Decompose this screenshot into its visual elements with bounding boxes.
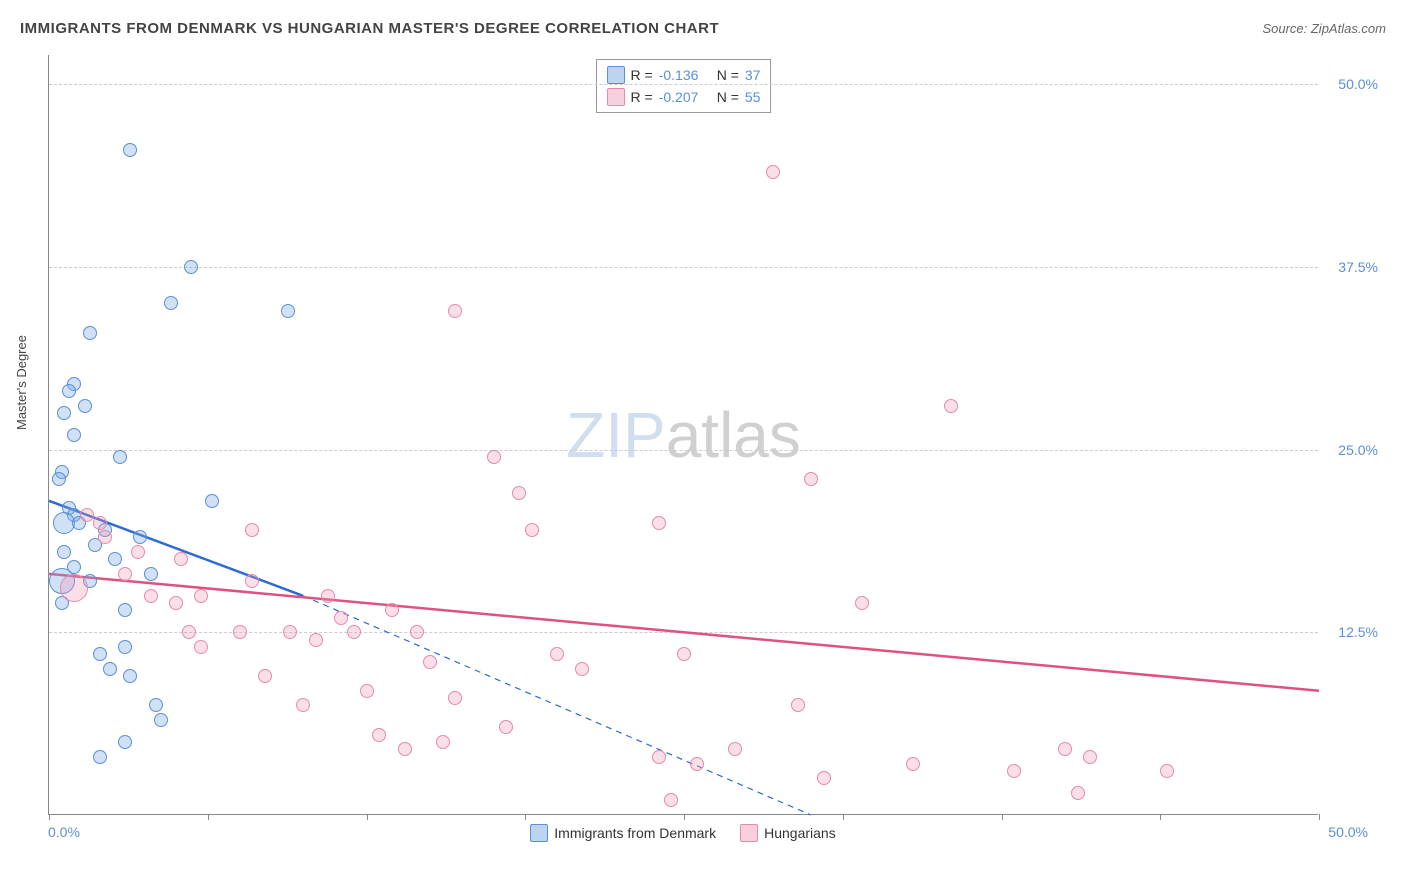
data-point-hungarians <box>677 647 691 661</box>
y-tick-label: 25.0% <box>1338 442 1378 458</box>
data-point-hungarians <box>436 735 450 749</box>
data-point-hungarians <box>1007 764 1021 778</box>
data-point-denmark <box>78 399 92 413</box>
data-point-denmark <box>62 384 76 398</box>
data-point-hungarians <box>944 399 958 413</box>
data-point-denmark <box>123 669 137 683</box>
data-point-denmark <box>281 304 295 318</box>
data-point-hungarians <box>525 523 539 537</box>
data-point-hungarians <box>258 669 272 683</box>
data-point-hungarians <box>499 720 513 734</box>
data-point-hungarians <box>804 472 818 486</box>
data-point-hungarians <box>1071 786 1085 800</box>
data-point-hungarians <box>283 625 297 639</box>
data-point-denmark <box>133 530 147 544</box>
data-point-hungarians <box>410 625 424 639</box>
data-point-denmark <box>205 494 219 508</box>
data-point-hungarians <box>309 633 323 647</box>
data-point-hungarians <box>1160 764 1174 778</box>
data-point-hungarians <box>423 655 437 669</box>
data-point-denmark <box>57 545 71 559</box>
data-point-hungarians <box>144 589 158 603</box>
data-point-hungarians <box>575 662 589 676</box>
data-point-denmark <box>108 552 122 566</box>
data-point-denmark <box>83 326 97 340</box>
data-point-denmark <box>154 713 168 727</box>
data-point-hungarians <box>93 516 107 530</box>
data-point-denmark <box>93 647 107 661</box>
y-axis-title: Master's Degree <box>14 335 29 430</box>
data-point-denmark <box>67 428 81 442</box>
data-point-denmark <box>118 640 132 654</box>
data-point-denmark <box>123 143 137 157</box>
legend-label: Hungarians <box>764 825 836 841</box>
data-point-hungarians <box>448 304 462 318</box>
data-point-hungarians <box>398 742 412 756</box>
data-point-denmark <box>164 296 178 310</box>
data-point-hungarians <box>296 698 310 712</box>
data-point-denmark <box>52 472 66 486</box>
data-point-hungarians <box>1058 742 1072 756</box>
data-point-denmark <box>118 735 132 749</box>
data-point-hungarians <box>169 596 183 610</box>
data-point-hungarians <box>1083 750 1097 764</box>
data-point-hungarians <box>690 757 704 771</box>
header: IMMIGRANTS FROM DENMARK VS HUNGARIAN MAS… <box>20 20 1386 37</box>
data-point-denmark <box>149 698 163 712</box>
legend-label: Immigrants from Denmark <box>554 825 716 841</box>
data-point-hungarians <box>321 589 335 603</box>
legend-swatch <box>530 824 548 842</box>
trend-line-dashed-denmark <box>303 596 811 815</box>
data-point-hungarians <box>60 574 88 602</box>
data-point-hungarians <box>664 793 678 807</box>
data-point-denmark <box>103 662 117 676</box>
series-legend: Immigrants from Denmark Hungarians <box>48 824 1318 842</box>
data-point-hungarians <box>385 603 399 617</box>
trend-lines <box>49 55 1319 815</box>
x-axis-max-label: 50.0% <box>1328 824 1368 840</box>
data-point-hungarians <box>855 596 869 610</box>
data-point-hungarians <box>817 771 831 785</box>
data-point-hungarians <box>174 552 188 566</box>
data-point-hungarians <box>487 450 501 464</box>
data-point-hungarians <box>906 757 920 771</box>
y-tick-label: 37.5% <box>1338 259 1378 275</box>
data-point-hungarians <box>131 545 145 559</box>
y-tick-label: 50.0% <box>1338 76 1378 92</box>
data-point-hungarians <box>550 647 564 661</box>
data-point-hungarians <box>118 567 132 581</box>
data-point-hungarians <box>245 523 259 537</box>
x-tick <box>1319 814 1320 820</box>
data-point-hungarians <box>98 530 112 544</box>
data-point-hungarians <box>512 486 526 500</box>
data-point-denmark <box>113 450 127 464</box>
legend-item: Immigrants from Denmark <box>530 824 716 842</box>
scatter-chart: ZIPatlas R =-0.136N =37R =-0.207N =55 12… <box>48 55 1318 815</box>
data-point-hungarians <box>233 625 247 639</box>
legend-swatch <box>740 824 758 842</box>
data-point-hungarians <box>194 640 208 654</box>
data-point-hungarians <box>652 750 666 764</box>
data-point-denmark <box>144 567 158 581</box>
data-point-hungarians <box>194 589 208 603</box>
data-point-denmark <box>118 603 132 617</box>
data-point-hungarians <box>347 625 361 639</box>
chart-title: IMMIGRANTS FROM DENMARK VS HUNGARIAN MAS… <box>20 20 719 37</box>
data-point-denmark <box>57 406 71 420</box>
data-point-denmark <box>93 750 107 764</box>
data-point-hungarians <box>360 684 374 698</box>
data-point-denmark <box>184 260 198 274</box>
data-point-hungarians <box>182 625 196 639</box>
data-point-hungarians <box>334 611 348 625</box>
data-point-hungarians <box>448 691 462 705</box>
data-point-hungarians <box>728 742 742 756</box>
data-point-hungarians <box>766 165 780 179</box>
data-point-hungarians <box>245 574 259 588</box>
data-point-hungarians <box>791 698 805 712</box>
y-tick-label: 12.5% <box>1338 624 1378 640</box>
data-point-hungarians <box>652 516 666 530</box>
source-attribution: Source: ZipAtlas.com <box>1262 21 1386 36</box>
data-point-hungarians <box>372 728 386 742</box>
legend-item: Hungarians <box>740 824 836 842</box>
